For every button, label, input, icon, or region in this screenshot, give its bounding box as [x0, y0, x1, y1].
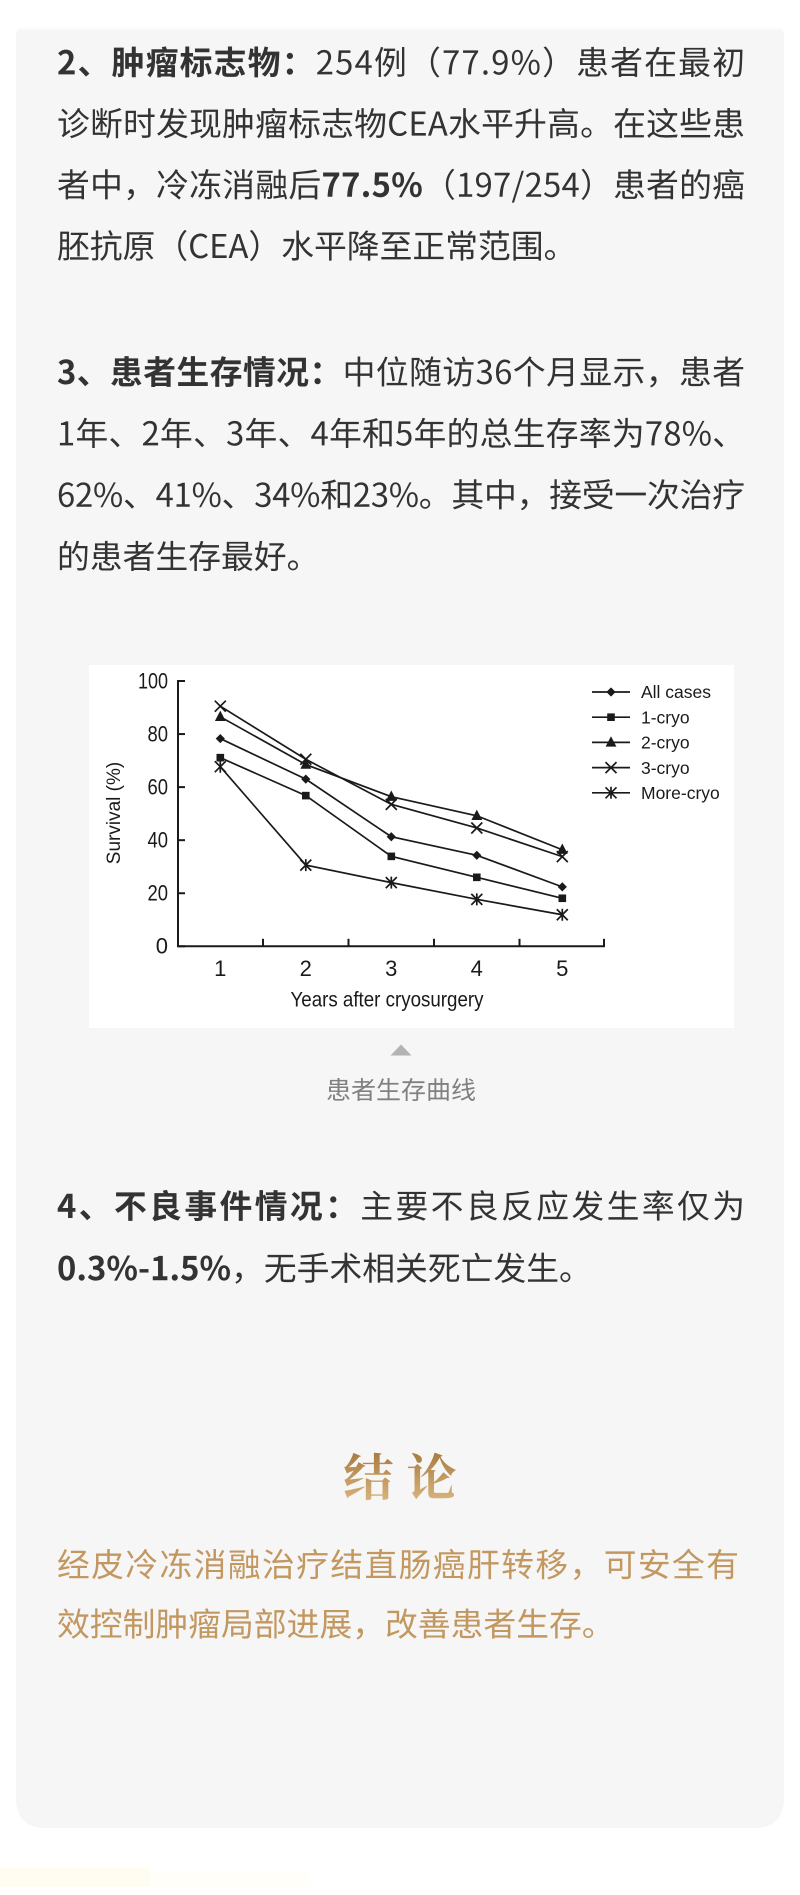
svg-text:3: 3	[385, 956, 397, 981]
svg-text:20: 20	[148, 881, 169, 906]
svg-text:2: 2	[300, 956, 312, 981]
svg-text:5: 5	[556, 956, 568, 981]
svg-text:2-cryo: 2-cryo	[641, 733, 690, 753]
svg-text:100: 100	[138, 668, 168, 693]
svg-text:Years after cryosurgery: Years after cryosurgery	[291, 989, 484, 1012]
svg-text:40: 40	[148, 828, 169, 853]
svg-text:1: 1	[214, 956, 226, 981]
svg-text:More-cryo: More-cryo	[641, 783, 720, 803]
svg-text:60: 60	[148, 775, 169, 800]
svg-text:Survival (%): Survival (%)	[104, 762, 125, 864]
svg-text:3-cryo: 3-cryo	[641, 758, 690, 778]
svg-text:4: 4	[471, 956, 483, 981]
svg-text:1-cryo: 1-cryo	[641, 707, 690, 727]
svg-text:0: 0	[156, 934, 168, 959]
svg-text:80: 80	[148, 721, 169, 746]
svg-text:All cases: All cases	[641, 682, 711, 702]
